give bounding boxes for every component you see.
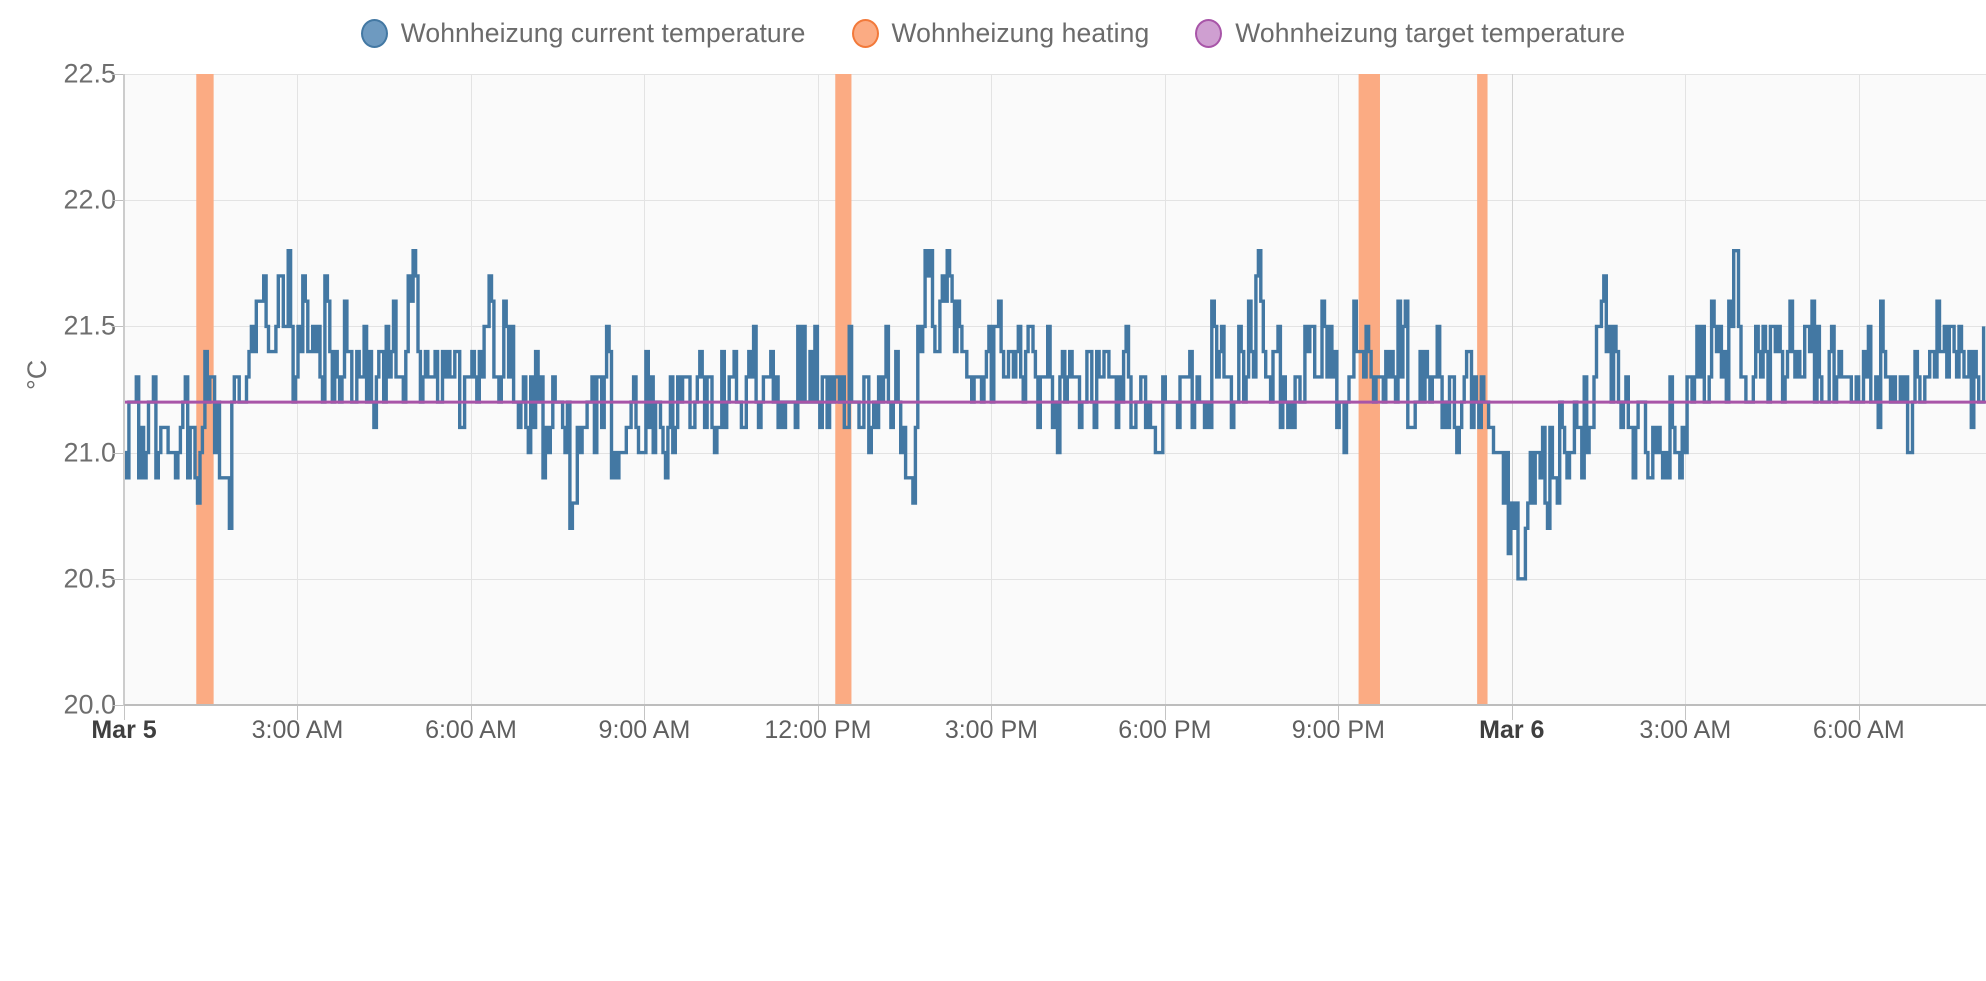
legend-label-target-temperature: Wohnheizung target temperature — [1235, 18, 1626, 48]
gridline-horizontal — [124, 200, 1986, 202]
plot-area[interactable] — [124, 74, 1986, 705]
gridline-vertical — [297, 74, 299, 705]
y-axis-tick-label: 22.0 — [63, 184, 116, 215]
y-axis-title: °C — [22, 359, 52, 390]
x-axis-tick-mark — [1511, 706, 1513, 720]
y-axis-tick-mark — [112, 200, 124, 202]
x-axis-tick-mark — [1338, 706, 1340, 720]
x-axis-tick-mark — [817, 706, 819, 720]
x-axis-tick-mark — [1685, 706, 1687, 720]
gridline-horizontal — [124, 326, 1986, 328]
legend-label-current-temperature: Wohnheizung current temperature — [400, 18, 806, 48]
y-axis-tick-label: 21.5 — [63, 310, 116, 341]
y-axis-tick-mark — [112, 705, 124, 706]
gridline-vertical — [1511, 74, 1513, 705]
legend-item-heating[interactable]: Wohnheizung heating — [851, 18, 1150, 49]
gridline-horizontal — [124, 578, 1986, 580]
x-axis-tick-label: 3:00 AM — [1639, 716, 1732, 744]
x-axis-tick-mark — [991, 706, 993, 720]
chart-legend: Wohnheizung current temperature Wohnheiz… — [0, 18, 1986, 49]
x-axis-tick-mark — [1858, 706, 1860, 720]
y-axis-tick-label: 20.0 — [63, 689, 116, 720]
x-axis-tick-label: 6:00 PM — [1118, 716, 1212, 744]
x-axis-tick-label: 12:00 PM — [764, 716, 872, 744]
y-axis-tick-mark — [112, 578, 124, 580]
x-axis-tick-mark — [1164, 706, 1166, 720]
legend-swatch-current-temperature — [360, 19, 388, 48]
x-axis-tick-label: 3:00 PM — [944, 716, 1038, 744]
series-layer — [124, 74, 1986, 705]
gridline-vertical — [470, 74, 472, 705]
x-axis-tick-label: Mar 6 — [1479, 716, 1545, 744]
x-axis-tick-label: 9:00 AM — [598, 716, 691, 744]
x-axis-tick-label: 6:00 AM — [425, 716, 517, 744]
x-axis-tick-mark — [644, 706, 646, 720]
legend-item-current-temperature[interactable]: Wohnheizung current temperature — [360, 18, 806, 49]
heating-band — [1358, 74, 1380, 705]
x-axis-tick-mark — [297, 706, 299, 720]
y-axis-line — [123, 74, 125, 706]
legend-swatch-heating — [851, 19, 879, 48]
gridline-vertical — [1338, 74, 1340, 705]
y-axis-tick-mark — [112, 74, 124, 75]
x-axis-tick-mark — [124, 706, 125, 720]
y-axis-tick-label: 20.5 — [63, 563, 116, 594]
y-axis-tick-label: 22.5 — [63, 58, 116, 89]
x-axis-line — [124, 704, 1986, 706]
x-axis-tick-mark — [470, 706, 472, 720]
x-axis-tick-label: 6:00 AM — [1812, 716, 1905, 744]
gridline-horizontal — [124, 74, 1986, 75]
y-axis-tick-label: 21.0 — [63, 437, 116, 468]
x-axis-tick-label: 3:00 AM — [251, 716, 344, 744]
current-temperature-line — [124, 249, 1986, 581]
legend-label-heating: Wohnheizung heating — [891, 18, 1150, 48]
gridline-horizontal — [124, 452, 1986, 454]
y-axis-tick-mark — [112, 326, 124, 328]
legend-swatch-target-temperature — [1195, 19, 1223, 48]
y-axis-tick-mark — [112, 452, 124, 454]
legend-item-target-temperature[interactable]: Wohnheizung target temperature — [1195, 18, 1625, 49]
x-axis-tick-label: 9:00 PM — [1291, 716, 1385, 744]
x-axis-tick-label: Mar 5 — [91, 716, 157, 744]
